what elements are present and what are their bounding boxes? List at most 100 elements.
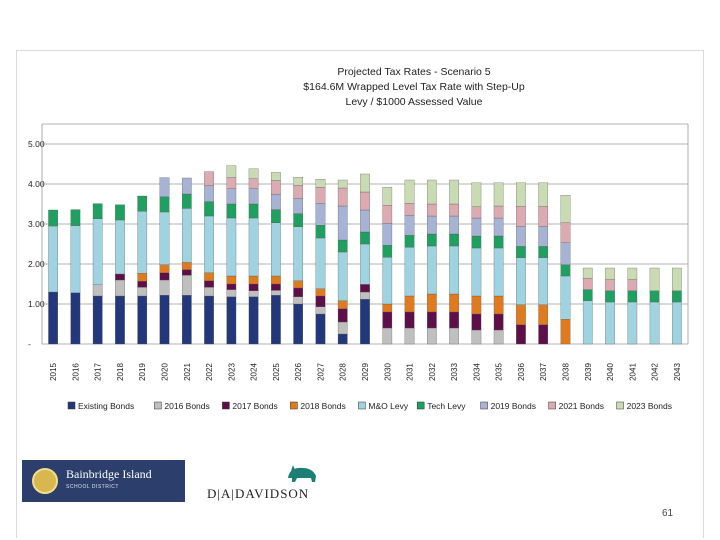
bar-segment: [382, 327, 393, 345]
bar-segment: [159, 196, 170, 213]
legend-swatch: [67, 401, 76, 410]
bar-segment: [315, 225, 326, 239]
bar-segment: [271, 295, 281, 345]
bar-segment: [271, 180, 281, 195]
bar-segment: [538, 257, 549, 305]
x-tick-label: 2035: [495, 363, 504, 381]
bar-segment: [538, 304, 549, 325]
legend-label: Tech Levy: [427, 401, 466, 411]
x-tick-label: 2033: [450, 363, 459, 381]
bar-segment: [337, 187, 348, 207]
bar-segment: [115, 295, 125, 345]
legend-label: M&O Levy: [368, 401, 408, 411]
bar-segment: [360, 173, 370, 193]
bar-segment: [560, 275, 571, 320]
bar-segment: [226, 165, 237, 178]
bar-segment: [181, 275, 192, 296]
bar-segment: [48, 291, 58, 345]
bar-segment: [493, 313, 504, 331]
bar-segment: [493, 217, 504, 237]
bar-segment: [137, 295, 148, 345]
bar-segment: [538, 182, 549, 207]
bar-segment: [115, 219, 125, 275]
bar-segment: [70, 209, 81, 226]
bar-segment: [248, 290, 259, 297]
bar-segment: [226, 275, 237, 285]
bar-segment: [360, 284, 370, 293]
bar-segment: [159, 279, 170, 296]
x-tick-label: 2037: [539, 363, 548, 381]
bar-segment: [426, 179, 437, 205]
y-tick-label: 1.00: [28, 299, 45, 309]
bar-segment: [382, 257, 393, 305]
bar-segment: [493, 295, 504, 315]
bar-segment: [516, 324, 526, 345]
bar-segment: [315, 237, 326, 289]
y-tick-label: 4.00: [28, 179, 45, 189]
bar-segment: [271, 283, 281, 291]
x-tick-label: 2039: [584, 363, 593, 381]
bar-segment: [315, 295, 326, 307]
bar-segment: [337, 179, 348, 189]
bar-segment: [204, 280, 214, 288]
bar-segment: [204, 185, 214, 202]
bar-segment: [382, 311, 393, 329]
x-tick-label: 2030: [383, 363, 392, 381]
bar-segment: [605, 267, 615, 280]
bar-segment: [248, 296, 259, 345]
x-tick-label: 2016: [71, 363, 80, 381]
bar-segment: [293, 287, 304, 297]
bar-segment: [471, 295, 482, 315]
bar-segment: [204, 201, 214, 217]
bar-segment: [493, 182, 504, 207]
bar-segment: [627, 267, 638, 280]
x-tick-label: 2034: [472, 363, 481, 381]
bar-segment: [159, 272, 170, 281]
bar-segment: [271, 290, 281, 296]
bar-segment: [382, 303, 393, 313]
bar-segment: [516, 206, 526, 227]
bar-segment: [538, 324, 549, 345]
slide-border: [16, 50, 704, 538]
bar-segment: [426, 203, 437, 217]
legend-label: 2017 Bonds: [232, 401, 277, 411]
bar-segment: [337, 205, 348, 241]
bar-segment: [493, 247, 504, 297]
bar-segment: [404, 327, 415, 345]
bar-segment: [582, 289, 593, 301]
bar-segment: [70, 225, 81, 293]
bar-segment: [605, 301, 615, 345]
bar-segment: [449, 245, 459, 295]
bar-segment: [315, 313, 326, 345]
bar-segment: [516, 246, 526, 258]
bar-segment: [204, 287, 214, 297]
bar-segment: [516, 226, 526, 247]
bar-segment: [605, 290, 615, 303]
bar-segment: [226, 177, 237, 189]
bar-segment: [516, 257, 526, 305]
bar-segment: [271, 194, 281, 210]
bar-segment: [560, 195, 571, 223]
bar-segment: [181, 177, 192, 195]
bar-segment: [248, 178, 259, 189]
bar-segment: [293, 280, 304, 289]
bar-segment: [538, 246, 549, 258]
x-tick-label: 2028: [339, 363, 348, 381]
bar-segment: [449, 233, 459, 247]
x-tick-label: 2038: [561, 363, 570, 381]
bar-segment: [582, 300, 593, 345]
bar-segment: [115, 279, 125, 297]
bar-segment: [315, 203, 326, 226]
bar-segment: [226, 217, 237, 277]
bar-segment: [70, 292, 81, 345]
bar-segment: [92, 295, 103, 345]
x-tick-label: 2043: [673, 363, 682, 381]
bar-segment: [115, 273, 125, 281]
bar-segment: [159, 295, 170, 345]
legend-swatch: [548, 401, 556, 410]
bar-segment: [271, 275, 281, 285]
chart-title-line: Levy / $1000 Assessed Value: [346, 96, 483, 108]
bar-segment: [605, 279, 615, 291]
bar-segment: [248, 168, 259, 179]
